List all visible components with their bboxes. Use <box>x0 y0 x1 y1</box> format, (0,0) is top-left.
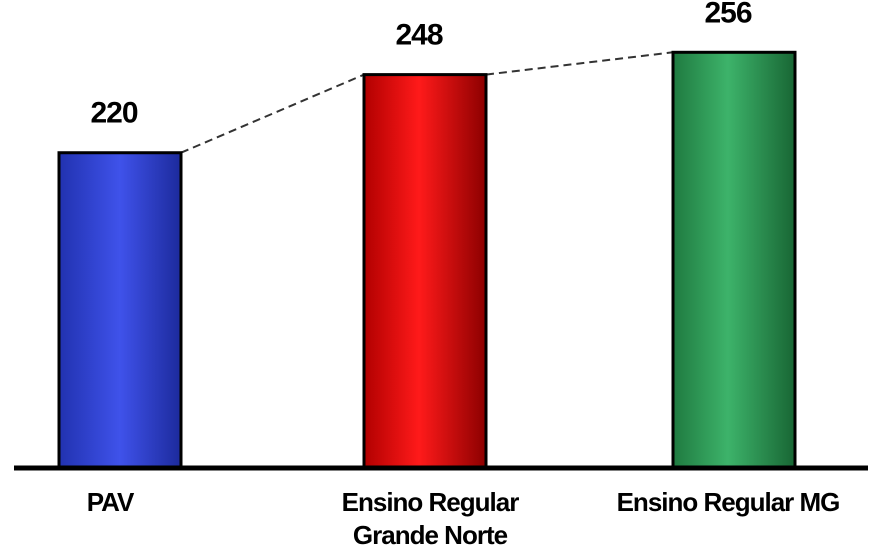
connector-line-1 <box>180 73 365 154</box>
category-label-2-line-2: Grande Norte <box>353 520 508 550</box>
data-label-1: 220 <box>90 97 137 130</box>
category-label-2-line-1: Ensino Regular <box>342 487 520 517</box>
dashed-connector-lines <box>180 51 674 154</box>
bar-1 <box>57 151 183 470</box>
category-label-3: Ensino Regular MG <box>617 487 840 517</box>
connector-line-2 <box>485 51 674 76</box>
bar-2 <box>362 73 488 470</box>
data-label-3: 256 <box>704 0 751 29</box>
category-label-1: PAV <box>87 487 135 517</box>
data-labels-group: 220 248 256 <box>90 0 752 130</box>
bars-group <box>57 50 797 470</box>
bar-3 <box>671 50 797 470</box>
data-label-2: 248 <box>395 19 442 52</box>
